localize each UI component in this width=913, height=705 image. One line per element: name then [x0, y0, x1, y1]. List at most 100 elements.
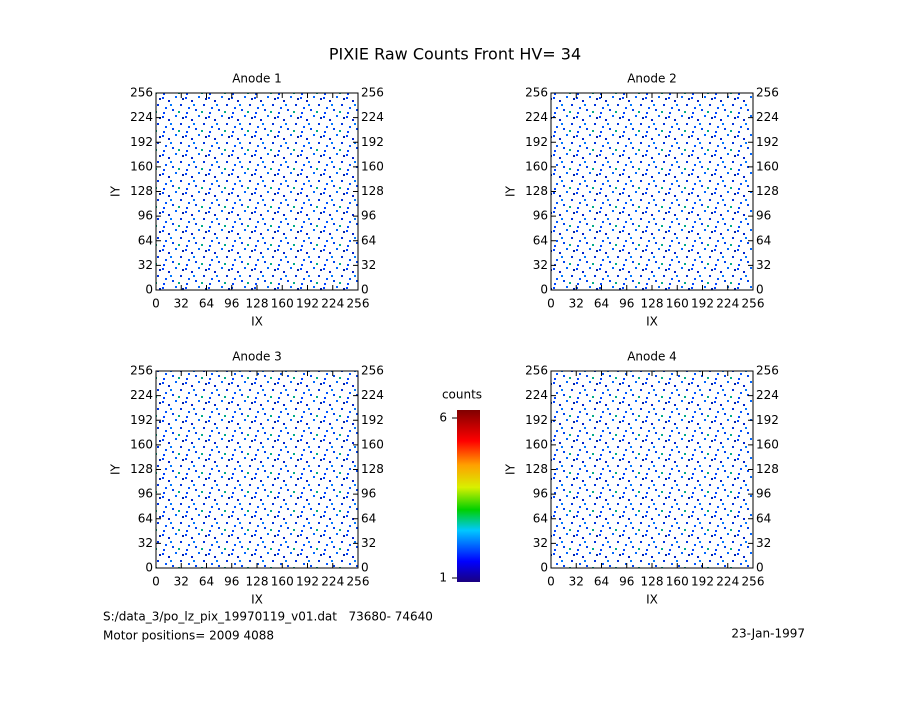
y-tick-label: 64 [361, 511, 376, 525]
y-tick-label: 160 [361, 159, 384, 173]
y-tick-label: 32 [756, 536, 771, 550]
x-tick-label: 96 [224, 575, 239, 589]
y-tick-label: 0 [361, 283, 369, 297]
x-tick-label: 160 [666, 297, 689, 311]
y-tick-label: 160 [361, 437, 384, 451]
x-tick-label: 32 [569, 297, 584, 311]
x-tick-label: 128 [641, 575, 664, 589]
heatmap-texture [156, 93, 358, 290]
y-tick-label: 192 [130, 135, 153, 149]
y-tick-label: 0 [540, 561, 548, 575]
x-tick-label: 0 [152, 575, 160, 589]
x-tick-label: 64 [594, 297, 609, 311]
x-axis-label: IX [646, 593, 658, 607]
x-tick-label: 160 [666, 575, 689, 589]
x-tick-label: 32 [174, 575, 189, 589]
y-tick-label: 96 [756, 209, 771, 223]
x-tick-label: 224 [321, 297, 344, 311]
y-tick-label: 32 [756, 258, 771, 272]
y-axis-label: IY [109, 463, 123, 475]
colorbar-label: counts [442, 388, 482, 402]
y-tick-label: 256 [361, 364, 384, 378]
x-tick-label: 256 [742, 575, 765, 589]
x-axis-label: IX [251, 593, 263, 607]
x-tick-label: 64 [199, 575, 214, 589]
y-tick-label: 224 [525, 388, 548, 402]
x-tick-label: 192 [296, 297, 319, 311]
panel-title: Anode 1 [232, 72, 282, 86]
main-title: PIXIE Raw Counts Front HV= 34 [329, 45, 581, 64]
x-tick-label: 96 [619, 575, 634, 589]
x-tick-label: 224 [321, 575, 344, 589]
y-tick-label: 192 [361, 413, 384, 427]
y-tick-label: 160 [756, 159, 779, 173]
y-tick-label: 128 [130, 462, 153, 476]
x-tick-label: 192 [691, 297, 714, 311]
x-tick-label: 256 [347, 575, 370, 589]
x-axis-label: IX [251, 315, 263, 329]
file-label: S:/data_3/po_lz_pix_19970119_v01.dat 736… [103, 610, 433, 624]
y-tick-label: 224 [130, 110, 153, 124]
heatmap-texture [156, 371, 358, 568]
x-tick-label: 0 [547, 575, 555, 589]
y-tick-label: 128 [361, 462, 384, 476]
y-tick-label: 256 [130, 364, 153, 378]
panel-title: Anode 2 [627, 72, 677, 86]
heatmap-texture [551, 93, 753, 290]
y-tick-label: 224 [361, 110, 384, 124]
y-tick-label: 96 [361, 209, 376, 223]
x-tick-label: 128 [641, 297, 664, 311]
x-tick-label: 256 [347, 297, 370, 311]
motor-label: Motor positions= 2009 4088 [103, 629, 274, 643]
y-tick-label: 96 [533, 209, 548, 223]
y-tick-label: 192 [756, 135, 779, 149]
x-tick-label: 64 [594, 575, 609, 589]
y-tick-label: 64 [533, 233, 548, 247]
y-tick-label: 128 [756, 184, 779, 198]
date-label: 23-Jan-1997 [731, 627, 805, 641]
y-tick-label: 0 [756, 561, 764, 575]
y-tick-label: 32 [361, 536, 376, 550]
y-tick-label: 96 [756, 487, 771, 501]
y-tick-label: 32 [138, 536, 153, 550]
y-tick-label: 64 [138, 233, 153, 247]
x-tick-label: 128 [246, 297, 269, 311]
y-tick-label: 224 [361, 388, 384, 402]
y-tick-label: 0 [540, 283, 548, 297]
y-tick-label: 96 [138, 487, 153, 501]
y-tick-label: 256 [361, 86, 384, 100]
y-tick-label: 224 [130, 388, 153, 402]
y-tick-label: 128 [130, 184, 153, 198]
y-tick-label: 160 [130, 159, 153, 173]
y-axis-label: IY [504, 463, 518, 475]
y-tick-label: 64 [533, 511, 548, 525]
x-tick-label: 192 [296, 575, 319, 589]
y-tick-label: 96 [138, 209, 153, 223]
y-tick-label: 224 [525, 110, 548, 124]
colorbar [457, 410, 480, 582]
y-tick-label: 192 [525, 135, 548, 149]
x-tick-label: 64 [199, 297, 214, 311]
y-tick-label: 256 [756, 364, 779, 378]
x-tick-label: 128 [246, 575, 269, 589]
y-tick-label: 256 [525, 364, 548, 378]
x-tick-label: 96 [619, 297, 634, 311]
y-tick-label: 128 [756, 462, 779, 476]
y-tick-label: 64 [361, 233, 376, 247]
colorbar-tick-label: 1 [439, 571, 447, 585]
x-tick-label: 160 [271, 297, 294, 311]
y-tick-label: 32 [533, 536, 548, 550]
x-tick-label: 96 [224, 297, 239, 311]
x-tick-label: 160 [271, 575, 294, 589]
y-tick-label: 256 [525, 86, 548, 100]
x-axis-label: IX [646, 315, 658, 329]
y-tick-label: 160 [130, 437, 153, 451]
y-tick-label: 64 [138, 511, 153, 525]
y-tick-label: 32 [533, 258, 548, 272]
x-tick-label: 32 [569, 575, 584, 589]
y-axis-label: IY [504, 185, 518, 197]
y-tick-label: 192 [130, 413, 153, 427]
y-tick-label: 160 [756, 437, 779, 451]
y-tick-label: 128 [361, 184, 384, 198]
